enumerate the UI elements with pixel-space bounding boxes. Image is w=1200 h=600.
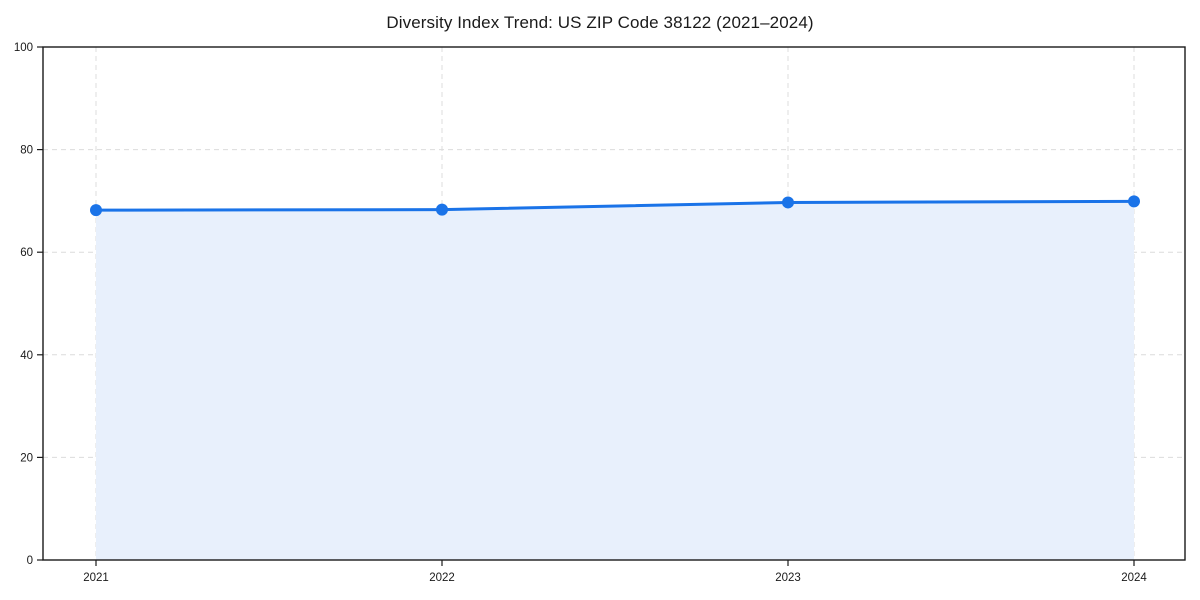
x-tick-label: 2022 xyxy=(429,572,455,584)
y-tick-label: 80 xyxy=(20,145,33,157)
trend-line xyxy=(94,199,1136,212)
area-fill xyxy=(96,201,1134,560)
data-point-marker-2023 xyxy=(782,196,794,209)
data-point-marker-2021 xyxy=(90,204,102,217)
x-tick-label: 2023 xyxy=(775,572,801,584)
chart-title: Diversity Index Trend: US ZIP Code 38122… xyxy=(386,13,814,32)
y-tick-label: 100 xyxy=(14,42,33,54)
plot-border xyxy=(42,46,1186,561)
y-tick-label: 40 xyxy=(20,350,33,362)
data-point-marker-2022 xyxy=(436,203,448,216)
y-tick-label: 60 xyxy=(20,247,33,259)
x-tick-label: 2024 xyxy=(1121,572,1147,584)
y-tick-label: 0 xyxy=(27,555,33,567)
data-point-marker-2024 xyxy=(1128,195,1140,208)
y-tick-label: 20 xyxy=(20,452,33,464)
x-tick-label: 2021 xyxy=(83,572,109,584)
